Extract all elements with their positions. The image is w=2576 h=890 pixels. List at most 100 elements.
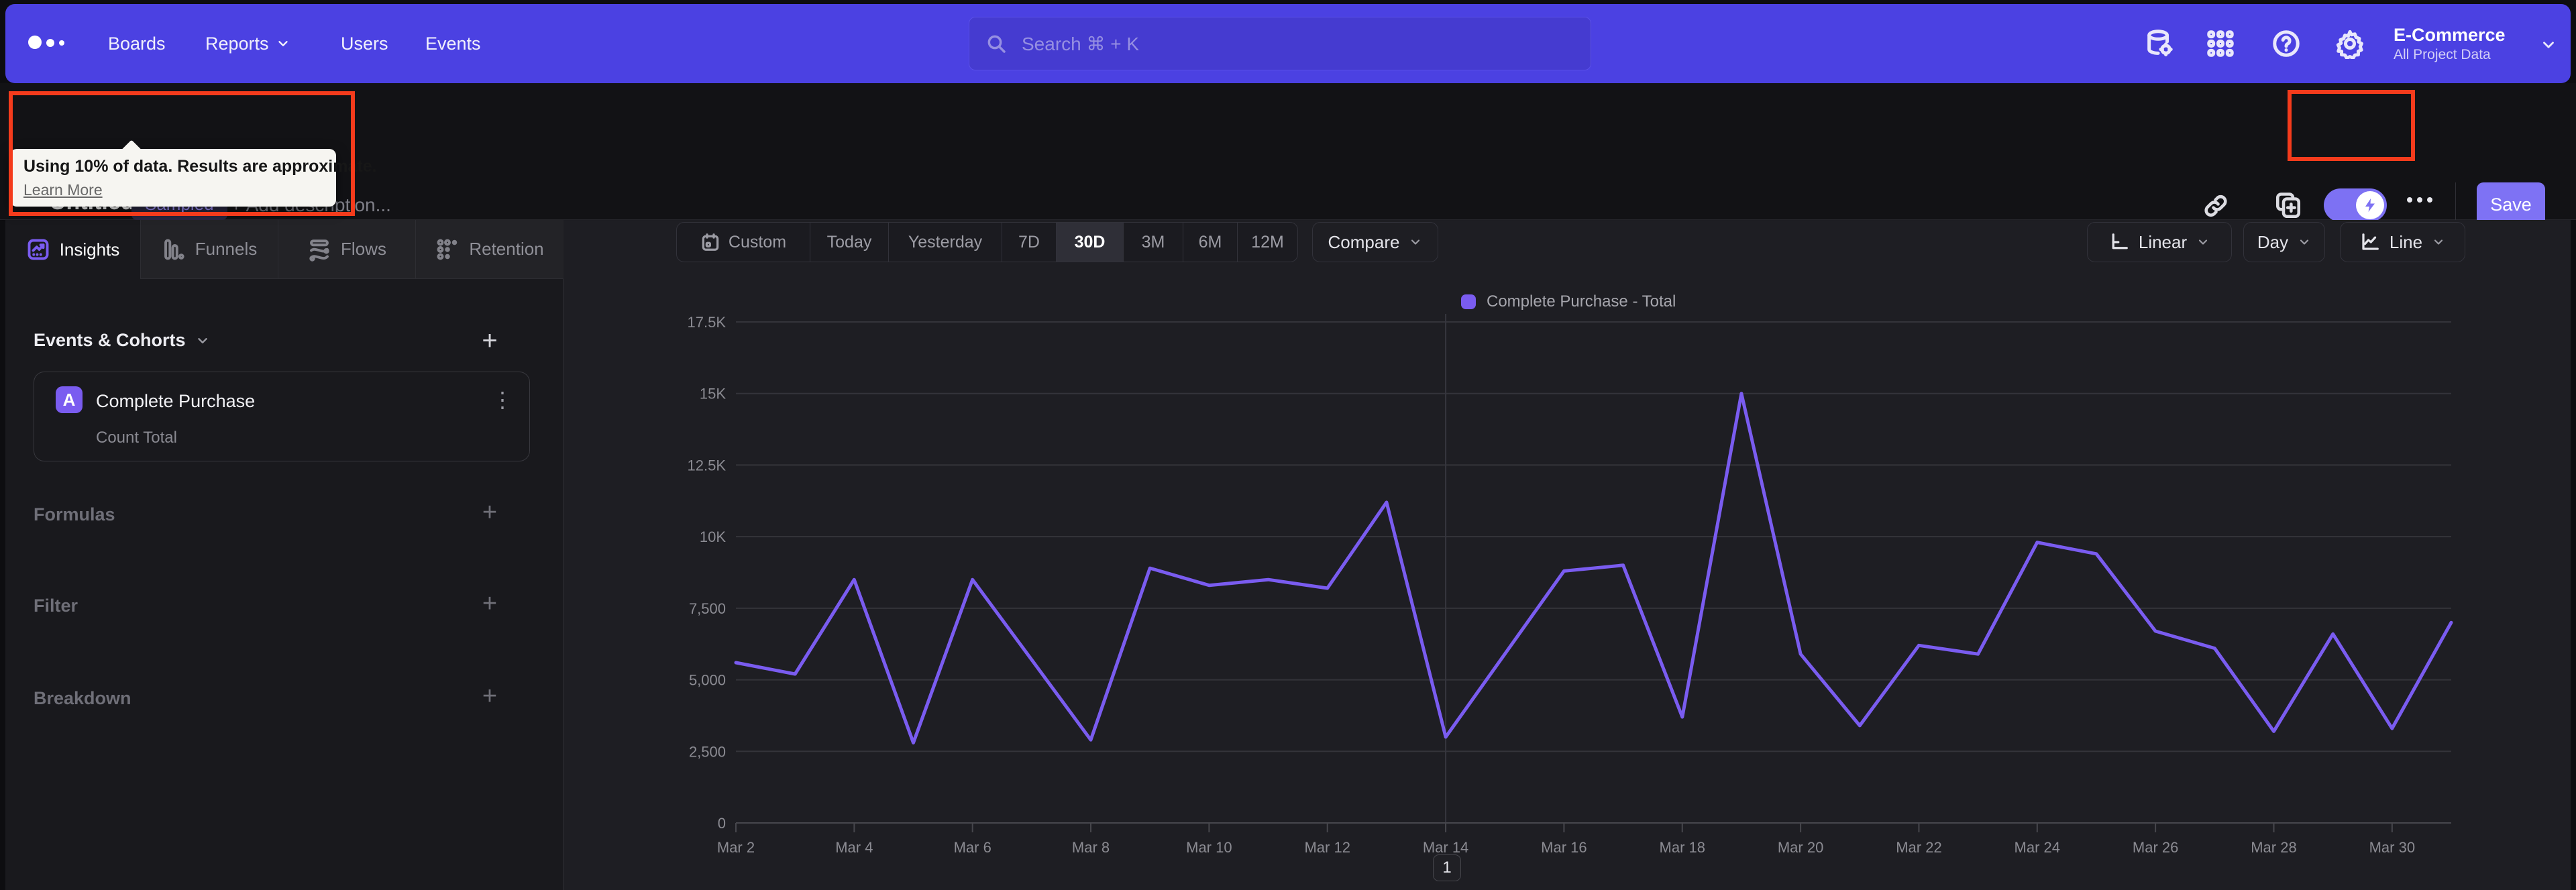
data-management-icon[interactable] xyxy=(2144,28,2175,59)
tab-label: Insights xyxy=(59,239,120,260)
svg-text:Mar 28: Mar 28 xyxy=(2251,839,2296,856)
range-3m[interactable]: 3M xyxy=(1123,223,1183,262)
save-button[interactable]: Save xyxy=(2477,182,2545,227)
legend-label: Complete Purchase - Total xyxy=(1487,292,1676,311)
chart-legend: Complete Purchase - Total xyxy=(1461,292,1676,311)
range-yesterday[interactable]: Yesterday xyxy=(888,223,1002,262)
divider xyxy=(2455,182,2456,227)
range-custom[interactable]: Custom xyxy=(677,223,810,262)
range-7d[interactable]: 7D xyxy=(1002,223,1056,262)
range-label: 3M xyxy=(1141,232,1165,252)
range-label: 7D xyxy=(1018,232,1040,252)
event-letter-badge: A xyxy=(56,386,83,413)
line-chart-icon xyxy=(2360,232,2380,252)
sampling-toggle[interactable] xyxy=(2324,188,2387,222)
section-filter: Filter xyxy=(34,596,78,616)
report-header: Untitled Sampled + Add description... Sa… xyxy=(0,83,2576,227)
nav-item-events[interactable]: Events xyxy=(425,4,481,83)
date-range-control: Custom Today Yesterday 7D 30D 3M 6M 12M xyxy=(676,222,1298,262)
events-cohorts-header[interactable]: Events & Cohorts xyxy=(34,330,210,351)
nav-item-label: Events xyxy=(425,33,481,54)
svg-text:Mar 20: Mar 20 xyxy=(1778,839,1823,856)
event-metric[interactable]: Count Total xyxy=(96,429,177,447)
mixpanel-logo-icon[interactable] xyxy=(28,36,64,49)
nav-item-users[interactable]: Users xyxy=(341,4,388,83)
svg-text:Mar 22: Mar 22 xyxy=(1896,839,1941,856)
tab-retention[interactable]: Retention xyxy=(416,220,564,279)
svg-text:Mar 26: Mar 26 xyxy=(2133,839,2178,856)
event-card[interactable]: A Complete Purchase ⋮ Count Total xyxy=(34,372,530,461)
chevron-down-icon xyxy=(2298,235,2311,249)
range-label: 12M xyxy=(1251,232,1284,252)
svg-text:0: 0 xyxy=(718,815,726,832)
range-today[interactable]: Today xyxy=(810,223,888,262)
learn-more-link[interactable]: Learn More xyxy=(23,181,103,199)
range-30d[interactable]: 30D xyxy=(1056,223,1123,262)
line-chart[interactable]: 0 2,500 5,000 7,500 10K 12.5K 15K 17.5K Mar 2 Mar… xyxy=(564,288,2571,890)
svg-text:Mar 30: Mar 30 xyxy=(2369,839,2415,856)
insights-icon xyxy=(26,237,50,262)
tab-funnels[interactable]: Funnels xyxy=(141,220,278,279)
help-icon[interactable] xyxy=(2271,28,2302,59)
search-input[interactable]: Search ⌘ + K xyxy=(969,17,1591,70)
range-label: Yesterday xyxy=(908,232,983,252)
svg-text:Mar 18: Mar 18 xyxy=(1660,839,1705,856)
interval-label: Day xyxy=(2257,231,2289,252)
search-icon xyxy=(985,33,1007,54)
add-to-board-icon[interactable] xyxy=(2274,192,2302,220)
events-cohorts-label: Events & Cohorts xyxy=(34,330,186,350)
chevron-down-icon xyxy=(195,333,210,348)
chevron-down-icon xyxy=(2432,235,2445,249)
axis-scale-icon xyxy=(2109,232,2129,252)
svg-text:Mar 6: Mar 6 xyxy=(954,839,991,856)
top-nav-bar: Boards Reports Users Events Search ⌘ + K… xyxy=(5,4,2571,83)
apps-grid-icon[interactable] xyxy=(2205,28,2236,59)
pagination-page-button[interactable]: 1 xyxy=(1433,854,1461,881)
chevron-down-icon xyxy=(276,36,290,51)
nav-item-reports[interactable]: Reports xyxy=(205,4,290,83)
event-name: Complete Purchase xyxy=(96,391,256,411)
range-12m[interactable]: 12M xyxy=(1237,223,1297,262)
toggle-knob xyxy=(2356,191,2384,219)
more-options-icon[interactable] xyxy=(2407,197,2432,203)
svg-text:Mar 4: Mar 4 xyxy=(835,839,873,856)
tab-insights[interactable]: Insights xyxy=(5,220,141,279)
add-formula-button[interactable]: + xyxy=(482,498,498,526)
svg-text:15K: 15K xyxy=(700,386,726,402)
svg-text:Mar 16: Mar 16 xyxy=(1541,839,1587,856)
svg-text:Mar 12: Mar 12 xyxy=(1304,839,1350,856)
chevron-down-icon xyxy=(2196,235,2210,249)
range-6m[interactable]: 6M xyxy=(1183,223,1237,262)
sampling-tooltip: Using 10% of data. Results are approxima… xyxy=(10,140,377,207)
svg-text:5,000: 5,000 xyxy=(689,672,726,689)
project-subtitle: All Project Data xyxy=(2394,46,2491,62)
page-number: 1 xyxy=(1442,858,1452,877)
event-kebab-icon[interactable]: ⋮ xyxy=(492,388,513,412)
compare-button[interactable]: Compare xyxy=(1312,222,1438,262)
interval-select[interactable]: Day xyxy=(2243,222,2325,262)
project-switcher[interactable]: E-Commerce All Project Data xyxy=(2394,4,2536,83)
add-filter-button[interactable]: + xyxy=(482,589,498,618)
charttype-select[interactable]: Line xyxy=(2340,222,2465,262)
compare-label: Compare xyxy=(1328,231,1400,252)
legend-swatch xyxy=(1461,294,1476,309)
scale-label: Linear xyxy=(2138,231,2188,252)
query-sidebar: Insights Funnels Flows Retention Events … xyxy=(5,220,564,890)
svg-text:12.5K: 12.5K xyxy=(688,457,727,474)
tab-flows[interactable]: Flows xyxy=(278,220,416,279)
svg-text:17.5K: 17.5K xyxy=(688,314,727,331)
add-event-button[interactable]: + xyxy=(482,325,498,355)
nav-item-boards[interactable]: Boards xyxy=(108,4,166,83)
chevron-down-icon xyxy=(2540,36,2557,54)
scale-select[interactable]: Linear xyxy=(2087,222,2232,262)
copy-link-icon[interactable] xyxy=(2202,192,2230,220)
chart-panel: Custom Today Yesterday 7D 30D 3M 6M 12M … xyxy=(564,220,2571,890)
settings-gear-icon[interactable] xyxy=(2334,28,2365,59)
add-breakdown-button[interactable]: + xyxy=(482,681,498,710)
svg-text:Mar 10: Mar 10 xyxy=(1186,839,1232,856)
charttype-label: Line xyxy=(2389,231,2423,252)
funnels-icon xyxy=(162,237,186,262)
chevron-down-icon xyxy=(1409,235,1422,249)
tooltip-text: Using 10% of data. Results are approxima… xyxy=(23,157,377,176)
nav-item-label: Boards xyxy=(108,33,166,54)
